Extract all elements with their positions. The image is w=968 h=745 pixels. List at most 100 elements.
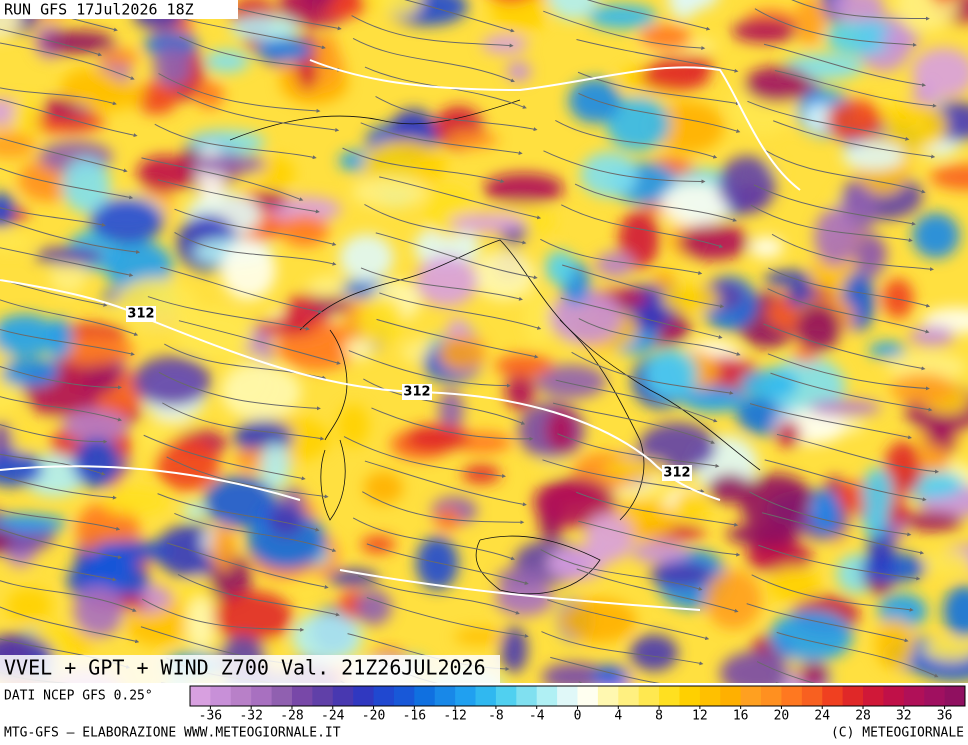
field-blob <box>182 502 207 519</box>
streamline <box>0 528 122 559</box>
streamline <box>0 299 139 336</box>
colorbar-tick-label: 0 <box>574 709 582 724</box>
streamline <box>0 218 141 254</box>
streamline <box>754 8 917 47</box>
field-blob <box>472 250 536 300</box>
colorbar-swatch <box>495 686 517 706</box>
field-blob <box>35 246 105 265</box>
field-blob <box>930 164 968 191</box>
field-blob <box>137 155 192 192</box>
field-blob <box>769 610 853 663</box>
field-blob <box>47 317 73 360</box>
colorbar-tick-label: -20 <box>362 709 385 724</box>
field-blob <box>731 19 798 43</box>
streamline <box>770 372 933 412</box>
streamline <box>776 631 939 678</box>
colorbar-tick-label: -36 <box>199 709 222 724</box>
field-blob <box>405 424 471 452</box>
streamline <box>375 232 538 280</box>
field-blob <box>640 60 711 92</box>
colorbar-swatch <box>618 686 640 706</box>
streamline <box>177 91 340 132</box>
colorbar-swatch <box>557 686 578 706</box>
streamline <box>758 544 921 581</box>
field-blob <box>618 210 660 269</box>
streamline <box>542 459 705 494</box>
field-blob <box>524 289 553 347</box>
colorbar-swatch <box>577 686 599 706</box>
streamline <box>364 204 527 245</box>
field-blob <box>826 99 884 141</box>
streamline <box>561 204 724 248</box>
field-blob <box>924 549 968 575</box>
title-bg <box>0 655 500 683</box>
streamline <box>366 597 529 638</box>
streamline <box>0 366 122 390</box>
field-blob <box>135 81 179 115</box>
field-blob <box>62 157 111 213</box>
streamline <box>141 157 304 201</box>
colorbar-tick-label: 8 <box>655 709 663 724</box>
field-blob <box>281 214 329 247</box>
streamline <box>767 288 930 334</box>
streamline <box>0 556 117 582</box>
streamline <box>174 208 337 246</box>
streamline <box>348 350 511 388</box>
colorbar-swatch <box>679 686 701 706</box>
field-blob <box>495 580 554 617</box>
colorbar-swatch <box>291 686 313 706</box>
streamline <box>576 568 739 613</box>
field-blob <box>351 175 428 209</box>
streamline <box>756 661 816 683</box>
field-blob <box>461 464 501 484</box>
field-blob <box>629 634 679 672</box>
field-blob <box>212 590 293 643</box>
streamline <box>0 207 106 227</box>
colorbar-swatch <box>822 686 844 706</box>
coastline <box>475 535 601 595</box>
colorbar-tick-label: 28 <box>855 709 871 724</box>
field-blob <box>584 512 634 563</box>
field-blob <box>0 358 60 387</box>
streamline <box>578 92 741 133</box>
colorbar-swatch <box>332 686 354 706</box>
colorbar-tick-label: 36 <box>937 709 953 724</box>
streamline <box>550 656 661 683</box>
field-blob <box>152 44 192 88</box>
field-blob <box>220 240 276 300</box>
streamline <box>571 351 734 395</box>
field-blob <box>718 155 776 214</box>
field-blob <box>766 356 846 416</box>
header-bg <box>0 0 238 19</box>
colorbar-tick-label: 32 <box>896 709 912 724</box>
field-blob <box>854 233 887 279</box>
contour-label: 312 <box>127 307 154 322</box>
streamline <box>0 98 138 138</box>
contour-label: 312 <box>663 466 690 481</box>
field-blob <box>505 371 536 411</box>
field-blob <box>260 442 291 490</box>
colorbar-tick-label: 24 <box>814 709 830 724</box>
field-blob <box>0 314 59 357</box>
field-blob <box>337 404 370 447</box>
streamline <box>166 542 329 589</box>
colorbar-swatch <box>801 686 823 706</box>
field-blob <box>204 49 250 73</box>
streamline <box>774 70 937 108</box>
streamline <box>154 123 317 160</box>
field-blob <box>705 569 762 630</box>
streamline <box>0 606 140 644</box>
field-blob <box>255 38 312 63</box>
field-blob <box>659 183 730 227</box>
field-blob <box>0 514 68 533</box>
field-blob <box>495 353 553 378</box>
field-blob <box>934 0 953 3</box>
streamline <box>177 574 340 617</box>
streamline <box>357 575 520 615</box>
field-blob <box>739 473 814 533</box>
colorbar: -36 -32 -28 -24 -20 -16 -12 -8 -4 0 4 8 12 16 20 24 28 32… <box>189 685 966 724</box>
footer-right: (C) METEOGIORNALE <box>831 726 964 741</box>
field-blob <box>446 130 499 149</box>
field-blob <box>922 639 968 662</box>
colorbar-swatch <box>475 686 497 706</box>
